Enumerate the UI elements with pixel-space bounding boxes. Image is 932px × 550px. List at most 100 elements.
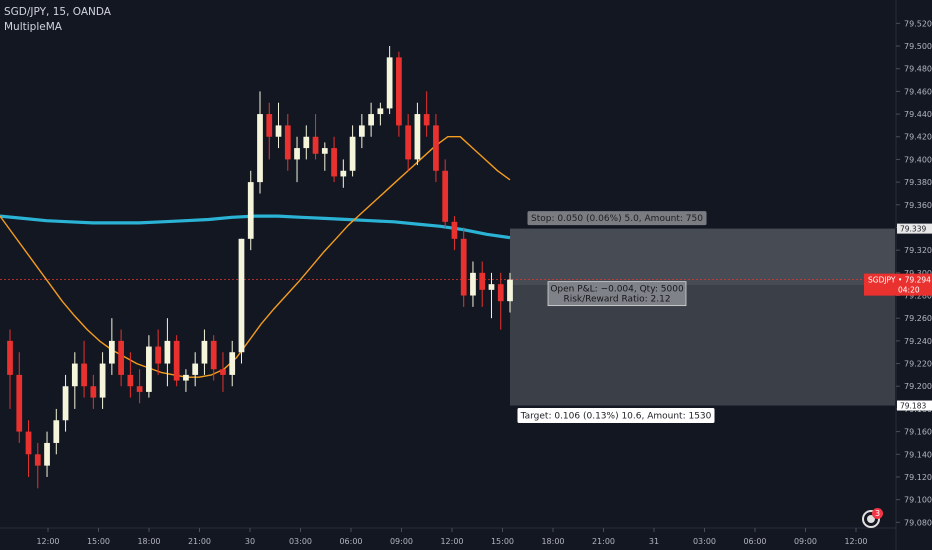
target-label[interactable]: Target: 0.106 (0.13%) 10.6, Amount: 1530 — [517, 408, 715, 424]
candle — [71, 363, 78, 387]
candle — [146, 346, 152, 392]
current-price-tag — [864, 273, 932, 296]
candle — [192, 363, 199, 375]
y-tick-label: 79.160 — [904, 428, 932, 437]
candle — [16, 374, 23, 432]
candle — [108, 340, 115, 364]
current-price-symbol: SGDJPY • 79.294 — [868, 276, 931, 285]
candle — [451, 221, 458, 239]
candle — [414, 114, 421, 160]
y-tick-label: 79.140 — [904, 450, 932, 459]
candle — [201, 340, 208, 364]
y-tick-label: 79.300 — [904, 269, 932, 278]
x-tick-label: 18:00 — [541, 537, 564, 546]
current-price-countdown: 04:20 — [898, 286, 920, 295]
candle — [507, 279, 513, 302]
target-price-tag-text: 79.183 — [900, 402, 926, 411]
x-tick-label: 12:00 — [844, 537, 867, 546]
y-tick-label: 79.240 — [904, 337, 932, 346]
x-tick-label: 09:00 — [794, 537, 817, 546]
candle — [433, 125, 439, 171]
x-tick-label: 18:00 — [137, 537, 160, 546]
y-tick-label: 79.380 — [904, 178, 932, 187]
candle — [266, 114, 273, 137]
x-tick-label: 06:00 — [339, 537, 362, 546]
y-tick-label: 79.280 — [904, 292, 932, 301]
stop-zone[interactable] — [510, 228, 895, 286]
y-tick-label: 79.100 — [904, 496, 932, 505]
ma-slow-line — [0, 214, 511, 240]
candle — [257, 114, 263, 183]
candle — [405, 125, 412, 160]
notification-badge: 3 — [872, 508, 883, 519]
candle — [220, 369, 226, 375]
x-tick-label: 15:00 — [491, 537, 514, 546]
x-tick-label: 09:00 — [390, 537, 413, 546]
y-tick-label: 79.120 — [904, 473, 932, 482]
candle — [34, 454, 41, 466]
candle — [488, 284, 495, 290]
indicator-label[interactable]: MultipleMA — [4, 21, 62, 33]
candle — [377, 108, 384, 115]
candle — [136, 386, 143, 392]
x-tick-label: 31 — [649, 537, 659, 546]
stop-price-tag-text: 79.339 — [900, 225, 926, 234]
y-tick-label: 79.200 — [904, 382, 932, 391]
candle — [173, 340, 180, 381]
target-label-text: Target: 0.106 (0.13%) 10.6, Amount: 1530 — [520, 412, 712, 422]
candle — [155, 346, 162, 364]
stop-price-tag — [897, 223, 932, 234]
ma-fast-line — [0, 135, 511, 378]
candle — [368, 114, 374, 126]
y-tick-label: 79.080 — [904, 518, 932, 527]
candle — [294, 148, 300, 160]
candle — [470, 272, 476, 296]
candle — [321, 148, 328, 154]
y-tick-label: 79.260 — [904, 314, 932, 323]
candle — [62, 386, 69, 421]
y-tick-label: 79.460 — [904, 87, 932, 96]
pnl-box — [547, 281, 687, 307]
candle — [340, 170, 347, 177]
x-tick-label: 03:00 — [693, 537, 716, 546]
candle — [396, 57, 402, 126]
candle — [303, 136, 310, 149]
candle — [386, 57, 393, 109]
candle — [7, 340, 13, 375]
candle — [442, 170, 449, 222]
y-tick-label: 79.220 — [904, 360, 932, 369]
y-tick-label: 79.520 — [904, 19, 932, 28]
x-tick-label: 03:00 — [289, 537, 312, 546]
stop-label[interactable]: Stop: 0.050 (0.06%) 5.0, Amount: 750 — [527, 211, 707, 226]
candle — [331, 148, 337, 177]
x-tick-label: 30 — [245, 537, 255, 546]
x-tick-label: 21:00 — [188, 537, 211, 546]
candle — [81, 363, 87, 387]
x-tick-label: 12:00 — [36, 537, 59, 546]
candle — [118, 340, 124, 375]
target-label-box — [517, 408, 715, 424]
tradingview-logo-icon[interactable] — [862, 510, 880, 528]
candle — [229, 352, 236, 375]
candle — [247, 182, 254, 239]
y-tick-label: 79.500 — [904, 42, 932, 51]
y-tick-label: 79.360 — [904, 201, 932, 210]
target-price-tag — [897, 400, 932, 411]
candle — [53, 420, 60, 443]
candle — [423, 114, 430, 126]
y-tick-label: 79.320 — [904, 246, 932, 255]
candle — [238, 238, 245, 353]
candle — [358, 125, 365, 137]
candle — [497, 284, 504, 302]
y-tick-label: 79.420 — [904, 133, 932, 142]
candle — [479, 272, 486, 290]
y-tick-label: 79.440 — [904, 110, 932, 119]
candle — [183, 374, 189, 381]
x-tick-label: 06:00 — [743, 537, 766, 546]
candle — [284, 125, 291, 160]
candle — [127, 374, 134, 387]
candle — [275, 125, 282, 137]
candle — [164, 340, 171, 364]
